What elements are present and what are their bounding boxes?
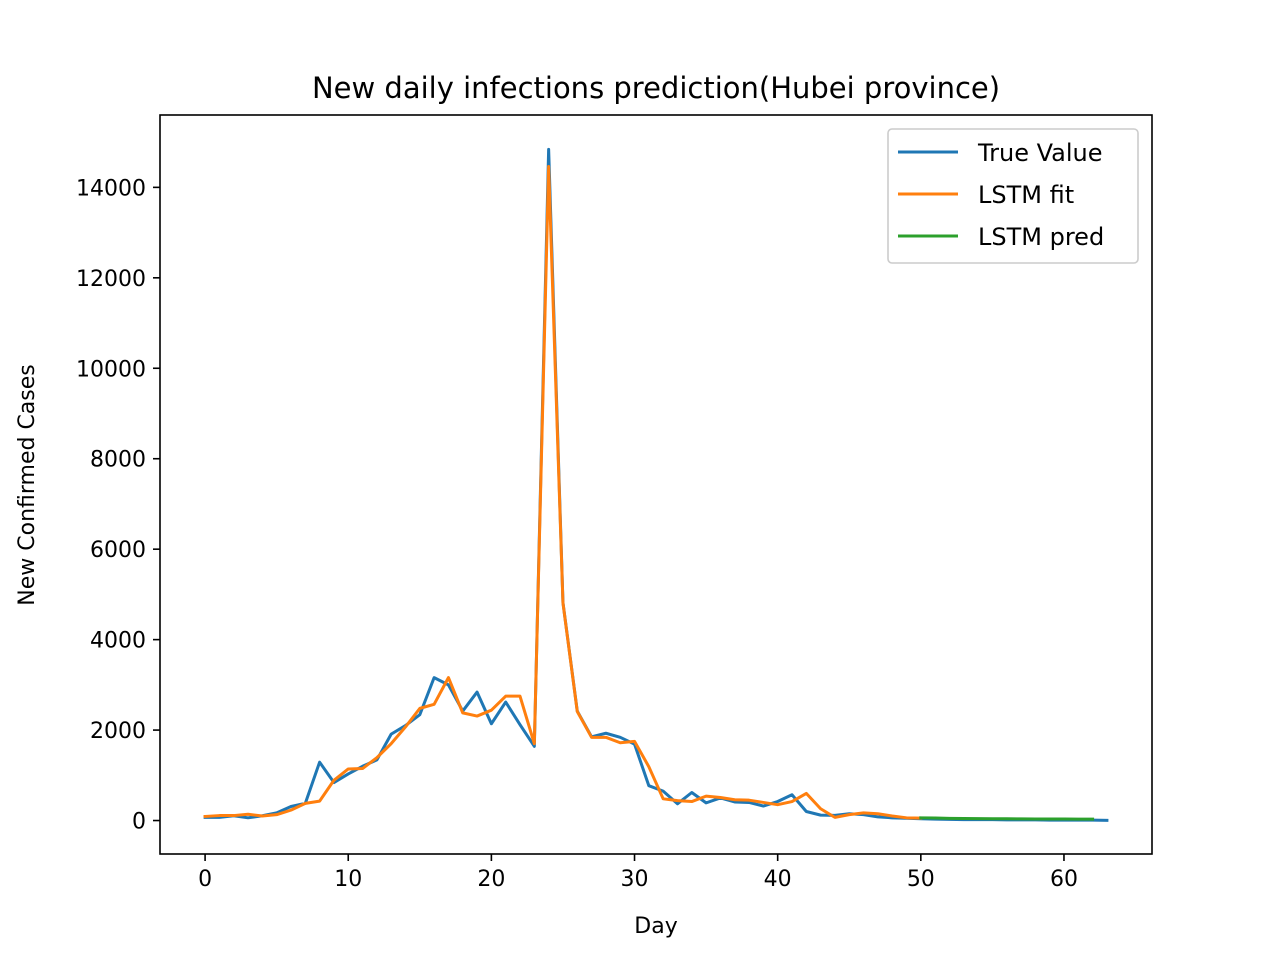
y-tick-label: 8000 bbox=[90, 448, 146, 473]
x-tick-label: 60 bbox=[1050, 867, 1078, 892]
legend-label-lstm-fit: LSTM fit bbox=[978, 181, 1074, 209]
y-tick-label: 4000 bbox=[90, 629, 146, 654]
y-tick-label: 12000 bbox=[76, 267, 146, 292]
y-tick-label: 10000 bbox=[76, 357, 146, 382]
legend-box bbox=[887, 128, 1139, 264]
x-tick-label: 20 bbox=[477, 867, 505, 892]
axes-frame bbox=[159, 114, 1153, 855]
y-tick-label: 0 bbox=[132, 810, 146, 835]
y-tick-label: 6000 bbox=[90, 538, 146, 563]
y-tick-label: 14000 bbox=[76, 176, 146, 201]
x-tick-label: 10 bbox=[334, 867, 362, 892]
chart-title: New daily infections prediction(Hubei pr… bbox=[312, 71, 1000, 105]
plot-area: 0 10 20 30 40 50 60 0 2000 4000 6000 8000 10000 12000… bbox=[76, 114, 1153, 892]
x-tick-label: 0 bbox=[198, 867, 212, 892]
legend-label-lstm-pred: LSTM pred bbox=[978, 223, 1104, 251]
x-tick-label: 40 bbox=[764, 867, 792, 892]
x-axis-label: Day bbox=[634, 914, 677, 939]
x-tick-label: 30 bbox=[621, 867, 649, 892]
y-tick-label: 2000 bbox=[90, 719, 146, 744]
series-line-lstm-pred bbox=[919, 816, 1095, 821]
legend-label-true-value: True Value bbox=[977, 139, 1103, 167]
y-axis-label: New Confirmed Cases bbox=[15, 364, 40, 605]
x-tick-label: 50 bbox=[907, 867, 935, 892]
series-line-lstm-fit bbox=[203, 165, 923, 820]
